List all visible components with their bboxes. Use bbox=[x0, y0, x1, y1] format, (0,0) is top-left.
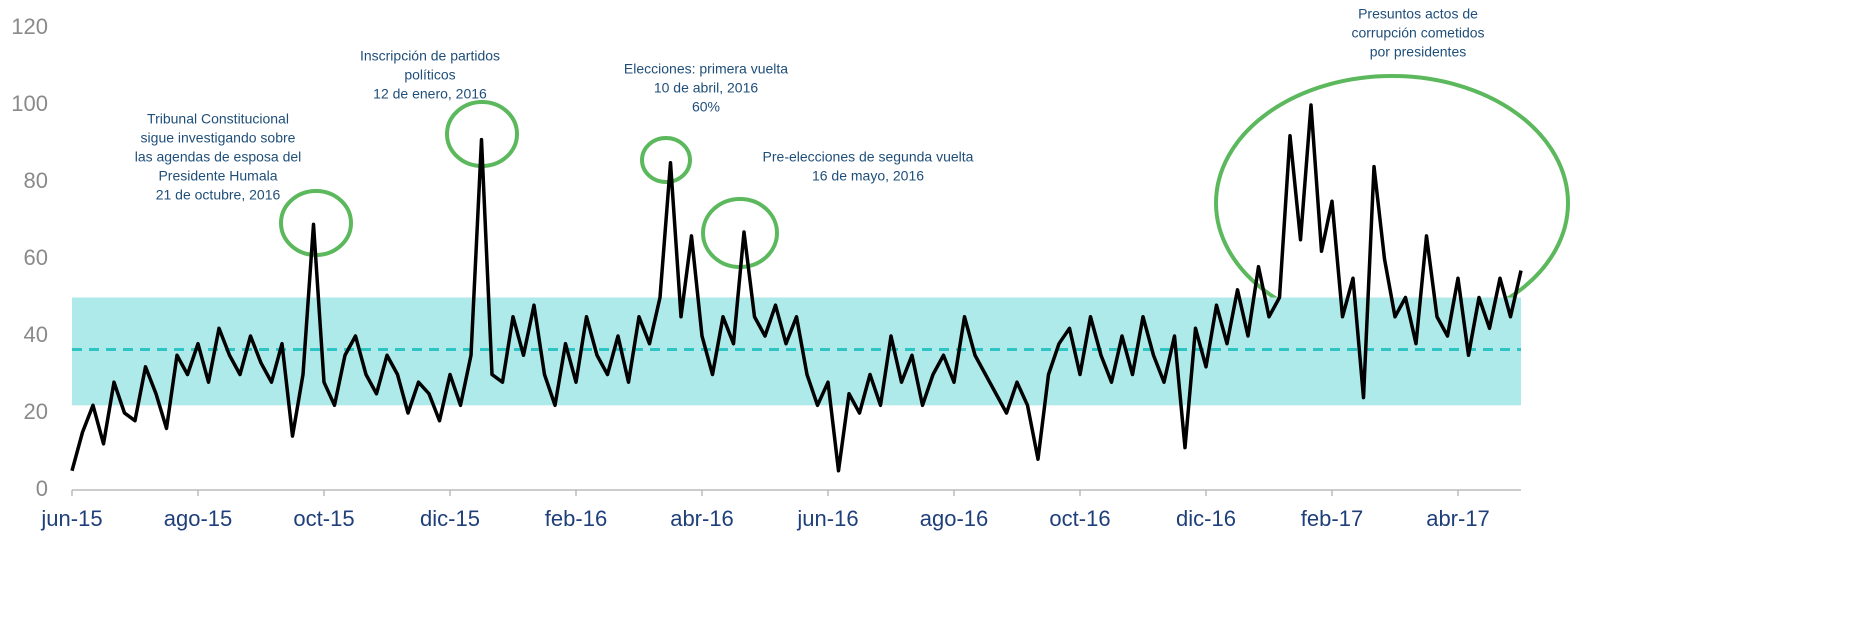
annotation: sigue investigando sobre bbox=[141, 130, 296, 146]
y-tick-label: 0 bbox=[36, 476, 48, 501]
annotation: corrupción cometidos bbox=[1351, 25, 1484, 41]
x-tick-label: feb-16 bbox=[545, 506, 607, 531]
annotation: las agendas de esposa del bbox=[135, 149, 302, 165]
x-tick-label: dic-15 bbox=[420, 506, 480, 531]
data-line bbox=[70, 103, 1523, 473]
x-tick-label: jun-15 bbox=[40, 506, 102, 531]
annotation: 16 de mayo, 2016 bbox=[812, 168, 924, 184]
y-tick-label: 100 bbox=[11, 91, 48, 116]
annotation: 60% bbox=[692, 99, 720, 115]
reference-band bbox=[72, 297, 1521, 406]
y-tick-label: 120 bbox=[11, 14, 48, 39]
highlight-circle bbox=[640, 136, 692, 184]
x-tick-label: oct-16 bbox=[1049, 506, 1110, 531]
annotation: políticos bbox=[404, 67, 455, 83]
annotation: 21 de octubre, 2016 bbox=[156, 187, 281, 203]
annotation: por presidentes bbox=[1370, 44, 1467, 60]
annotation: Presidente Humala bbox=[158, 168, 277, 184]
x-tick-label: ago-16 bbox=[920, 506, 989, 531]
x-tick-label: abr-16 bbox=[670, 506, 734, 531]
x-tick-label: ago-15 bbox=[164, 506, 233, 531]
annotation: Pre-elecciones de segunda vuelta bbox=[763, 149, 974, 165]
y-tick-label: 80 bbox=[24, 168, 48, 193]
annotation: Tribunal Constitucional bbox=[147, 111, 289, 127]
annotation: Presuntos actos de bbox=[1358, 6, 1478, 22]
annotation: Elecciones: primera vuelta bbox=[624, 61, 788, 77]
x-tick-label: feb-17 bbox=[1301, 506, 1363, 531]
x-tick-label: oct-15 bbox=[293, 506, 354, 531]
x-tick-label: dic-16 bbox=[1176, 506, 1236, 531]
y-tick-label: 20 bbox=[24, 399, 48, 424]
annotation: 10 de abril, 2016 bbox=[654, 80, 759, 96]
x-tick-label: abr-17 bbox=[1426, 506, 1490, 531]
annotation: Inscripción de partidos bbox=[360, 48, 500, 64]
annotation: 12 de enero, 2016 bbox=[373, 86, 487, 102]
y-tick-label: 60 bbox=[24, 245, 48, 270]
x-tick-label: jun-16 bbox=[796, 506, 858, 531]
y-tick-label: 40 bbox=[24, 322, 48, 347]
